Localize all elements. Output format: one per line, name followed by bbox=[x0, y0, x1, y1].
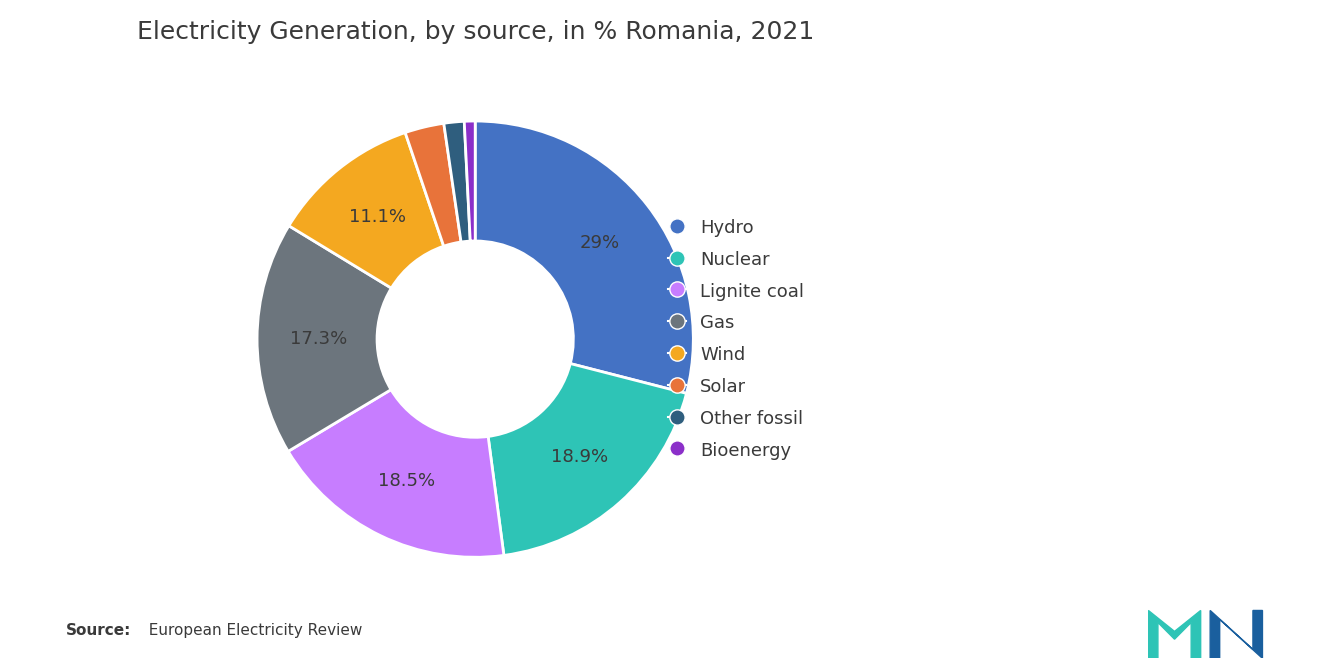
Text: 17.3%: 17.3% bbox=[289, 330, 347, 348]
Polygon shape bbox=[1210, 610, 1262, 658]
Text: 29%: 29% bbox=[579, 234, 619, 252]
Wedge shape bbox=[475, 121, 693, 394]
Text: European Electricity Review: European Electricity Review bbox=[139, 623, 362, 638]
Polygon shape bbox=[1148, 610, 1201, 658]
Wedge shape bbox=[405, 123, 461, 246]
Text: 11.1%: 11.1% bbox=[348, 207, 405, 225]
Wedge shape bbox=[288, 390, 504, 557]
Legend: Hydro, Nuclear, Lignite coal, Gas, Wind, Solar, Other fossil, Bioenergy: Hydro, Nuclear, Lignite coal, Gas, Wind,… bbox=[659, 209, 813, 469]
Wedge shape bbox=[465, 121, 475, 241]
Wedge shape bbox=[444, 121, 470, 242]
Text: 18.9%: 18.9% bbox=[550, 448, 609, 465]
Text: 18.5%: 18.5% bbox=[379, 471, 436, 489]
Wedge shape bbox=[257, 226, 391, 452]
Text: Source:: Source: bbox=[66, 623, 132, 638]
Wedge shape bbox=[488, 364, 686, 555]
Title: Electricity Generation, by source, in % Romania, 2021: Electricity Generation, by source, in % … bbox=[136, 20, 814, 44]
Wedge shape bbox=[289, 132, 444, 288]
